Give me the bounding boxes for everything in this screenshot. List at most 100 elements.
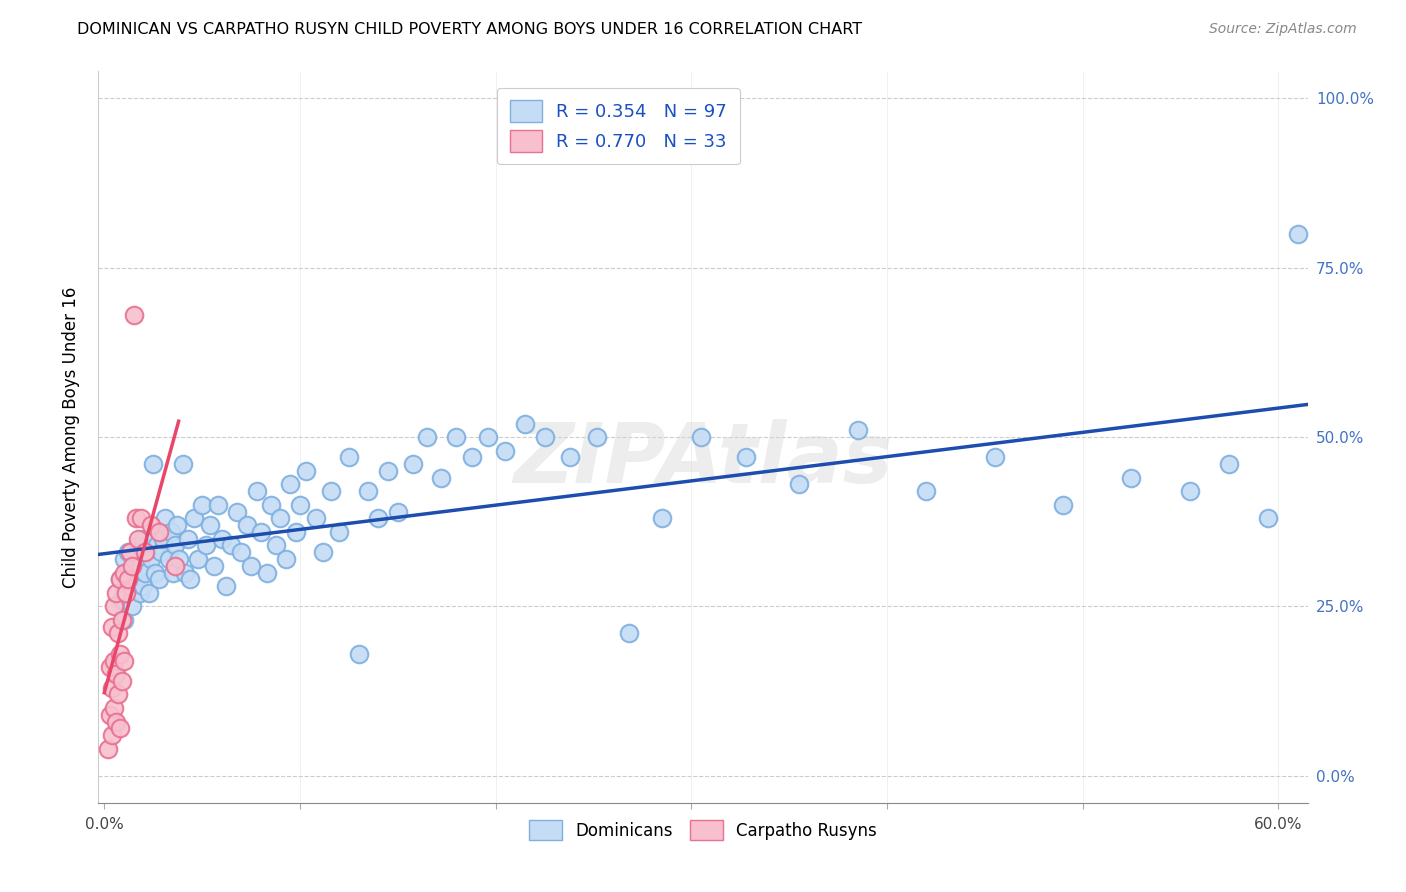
Point [269, 511, 291, 525]
Point [1286, 227, 1309, 241]
Point [128, 586, 150, 600]
Point [108, 572, 131, 586]
Point [108, 647, 131, 661]
Point [112, 654, 135, 668]
Point [377, 464, 399, 478]
Point [179, 572, 201, 586]
Point [132, 532, 155, 546]
Point [141, 518, 163, 533]
Point [114, 586, 136, 600]
Point [107, 626, 129, 640]
Point [150, 545, 173, 559]
Point [207, 498, 229, 512]
Point [173, 566, 195, 580]
Point [97, 741, 120, 756]
Point [142, 457, 165, 471]
Point [153, 511, 176, 525]
Point [446, 430, 468, 444]
Point [103, 599, 125, 614]
Point [118, 545, 141, 559]
Point [191, 498, 214, 512]
Point [735, 450, 758, 465]
Point [513, 417, 536, 431]
Point [236, 518, 259, 533]
Point [146, 538, 169, 552]
Point [111, 673, 134, 688]
Point [101, 681, 124, 695]
Point [1218, 457, 1240, 471]
Point [367, 511, 389, 525]
Point [202, 558, 225, 573]
Point [132, 579, 155, 593]
Point [163, 538, 186, 552]
Point [162, 566, 184, 580]
Text: DOMINICAN VS CARPATHO RUSYN CHILD POVERTY AMONG BOYS UNDER 16 CORRELATION CHART: DOMINICAN VS CARPATHO RUSYN CHILD POVERT… [77, 22, 862, 37]
Point [226, 505, 249, 519]
Point [163, 558, 186, 573]
Point [651, 511, 673, 525]
Point [112, 552, 135, 566]
Point [127, 538, 149, 552]
Point [98, 660, 121, 674]
Point [586, 430, 609, 444]
Point [136, 545, 159, 559]
Point [101, 620, 124, 634]
Point [107, 688, 129, 702]
Point [494, 443, 516, 458]
Point [276, 552, 298, 566]
Point [148, 524, 170, 539]
Point [148, 572, 170, 586]
Point [416, 430, 439, 444]
Y-axis label: Child Poverty Among Boys Under 16: Child Poverty Among Boys Under 16 [62, 286, 80, 588]
Point [221, 538, 243, 552]
Point [141, 552, 163, 566]
Point [105, 714, 128, 729]
Point [1257, 511, 1279, 525]
Point [198, 518, 221, 533]
Point [122, 558, 145, 573]
Point [256, 566, 278, 580]
Point [112, 586, 135, 600]
Point [105, 667, 128, 681]
Point [103, 701, 125, 715]
Point [430, 471, 453, 485]
Point [231, 545, 253, 559]
Point [1052, 498, 1074, 512]
Point [121, 599, 143, 614]
Point [172, 457, 194, 471]
Point [195, 538, 218, 552]
Point [166, 518, 188, 533]
Point [787, 477, 810, 491]
Point [108, 721, 131, 735]
Point [347, 647, 370, 661]
Point [266, 538, 288, 552]
Point [328, 524, 350, 539]
Point [690, 430, 713, 444]
Point [240, 558, 263, 573]
Point [288, 498, 311, 512]
Point [558, 450, 581, 465]
Point [259, 498, 281, 512]
Point [105, 586, 128, 600]
Point [1121, 471, 1143, 485]
Point [98, 707, 121, 722]
Point [111, 613, 134, 627]
Point [152, 532, 174, 546]
Point [295, 464, 318, 478]
Point [915, 484, 938, 499]
Point [114, 566, 136, 580]
Point [187, 552, 209, 566]
Point [108, 572, 131, 586]
Point [127, 532, 149, 546]
Text: Source: ZipAtlas.com: Source: ZipAtlas.com [1209, 22, 1357, 37]
Point [167, 552, 190, 566]
Legend: Dominicans, Carpatho Rusyns: Dominicans, Carpatho Rusyns [522, 814, 884, 847]
Point [138, 586, 160, 600]
Point [134, 545, 156, 559]
Point [118, 579, 141, 593]
Point [131, 511, 153, 525]
Point [134, 566, 156, 580]
Point [402, 457, 425, 471]
Point [122, 308, 145, 322]
Point [477, 430, 499, 444]
